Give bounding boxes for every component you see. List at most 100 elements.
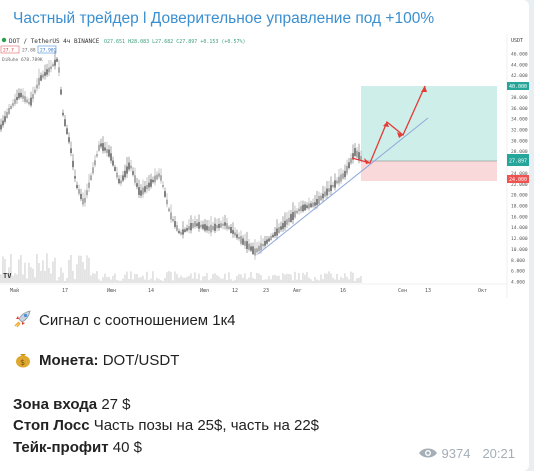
volume-bar (94, 273, 96, 283)
candle-body (200, 224, 202, 228)
candle-body (56, 58, 58, 62)
volume-bar (322, 279, 324, 283)
candle-body (106, 149, 108, 153)
price-axis-label: 16.000 (511, 214, 528, 220)
price-axis-label: 10.000 (511, 247, 528, 253)
volume-bar (360, 276, 362, 283)
time-axis-label: Май (10, 288, 19, 294)
volume-bar (188, 275, 190, 283)
channel-title[interactable]: Частный трейдер l Доверительное управлен… (13, 10, 435, 27)
stop-value: Часть позы на 25$, часть на 22$ (93, 417, 320, 434)
candle-body (308, 203, 310, 209)
volume-bar (330, 273, 332, 283)
candle-body (236, 234, 238, 238)
candle-body (130, 165, 132, 169)
volume-bar (240, 274, 242, 283)
volume-bar (106, 277, 108, 283)
trend-line (257, 117, 429, 255)
price-badge-1: 27.7 (3, 48, 14, 54)
candle-body (92, 167, 94, 174)
volume-bar (144, 279, 146, 283)
volume-bar (338, 279, 340, 283)
candle-body (234, 232, 236, 236)
volume-bar (152, 271, 154, 283)
candle-body (310, 203, 312, 208)
price-chart[interactable]: DOT / TetherUS 4ч BINANCE O27.651 H28.08… (0, 34, 529, 298)
volume-bar (302, 272, 304, 283)
candle-body (210, 224, 212, 233)
price-axis-label: 38.000 (511, 95, 528, 101)
volume-bar (56, 280, 58, 283)
price-axis-label: 20.000 (511, 193, 528, 199)
volume-bar (336, 273, 338, 283)
candle-body (350, 158, 352, 164)
volume-bar (296, 279, 298, 283)
chart-symbol: DOT / TetherUS 4ч BINANCE (9, 38, 100, 45)
volume-bar (244, 273, 246, 283)
candle-body (208, 226, 210, 231)
stop-zone (361, 161, 497, 181)
time-axis-label: Окт (478, 288, 487, 294)
candle-body (54, 59, 56, 66)
candle-body (264, 240, 266, 246)
indicator-label: DiRuhe 678.789K (2, 57, 43, 63)
candle-body (80, 193, 82, 200)
volume-bar (316, 279, 318, 283)
candle-body (128, 162, 130, 170)
price-axis-label: 30.000 (511, 138, 528, 144)
forecast-arrow-head (421, 86, 427, 92)
candle-body (174, 221, 176, 227)
price-axis-label: 46.000 (511, 52, 528, 58)
candle-body (30, 97, 32, 106)
volume-bar (264, 279, 266, 283)
candle-body (72, 160, 74, 168)
candle-body (300, 206, 302, 212)
candle-body (316, 199, 318, 205)
tradingview-logo-icon: TV (3, 272, 12, 280)
volume-bar (300, 280, 302, 283)
candle-body (282, 223, 284, 229)
volume-bar (220, 278, 222, 283)
volume-bar (88, 257, 90, 283)
volume-bar (128, 278, 130, 283)
candle-body (336, 180, 338, 184)
candle-body (214, 223, 216, 231)
volume-bar (352, 272, 354, 283)
candle-body (204, 224, 206, 231)
volume-bar (54, 257, 56, 283)
candle-body (250, 246, 252, 251)
candle-body (298, 208, 300, 212)
candle-body (180, 232, 182, 235)
rocket-icon (14, 310, 31, 328)
candle-body (340, 174, 342, 182)
candle-body (190, 222, 192, 231)
volume-bar (342, 278, 344, 283)
volume-bar (40, 270, 42, 283)
candle-body (344, 170, 346, 178)
coin-label: Монета: (39, 352, 99, 369)
price-axis-label: 32.000 (511, 128, 528, 134)
candle-body (172, 218, 174, 222)
candle-body (248, 243, 250, 250)
volume-bar (230, 279, 232, 283)
volume-bar (96, 271, 98, 283)
volume-bar (344, 273, 346, 283)
stop-line: Стоп Лосс Часть позы на 25$, часть на 22… (13, 417, 319, 434)
volume-bar (286, 273, 288, 283)
volume-bar (114, 273, 116, 283)
price-axis-label: 24.000 (511, 171, 528, 177)
volume-bar (148, 280, 150, 283)
volume-bar (116, 279, 118, 283)
candle-body (112, 160, 114, 166)
candle-body (116, 172, 118, 178)
candle-body (348, 162, 350, 169)
volume-bar (104, 273, 106, 283)
volume-bar (202, 276, 204, 283)
entry-line: Зона входа 27 $ (13, 396, 131, 413)
chat-background-edge (529, 0, 534, 471)
volume-bar (20, 255, 22, 283)
candle-body (196, 223, 198, 226)
candle-body (342, 173, 344, 179)
volume-bar (346, 276, 348, 283)
volume-bar (136, 273, 138, 283)
